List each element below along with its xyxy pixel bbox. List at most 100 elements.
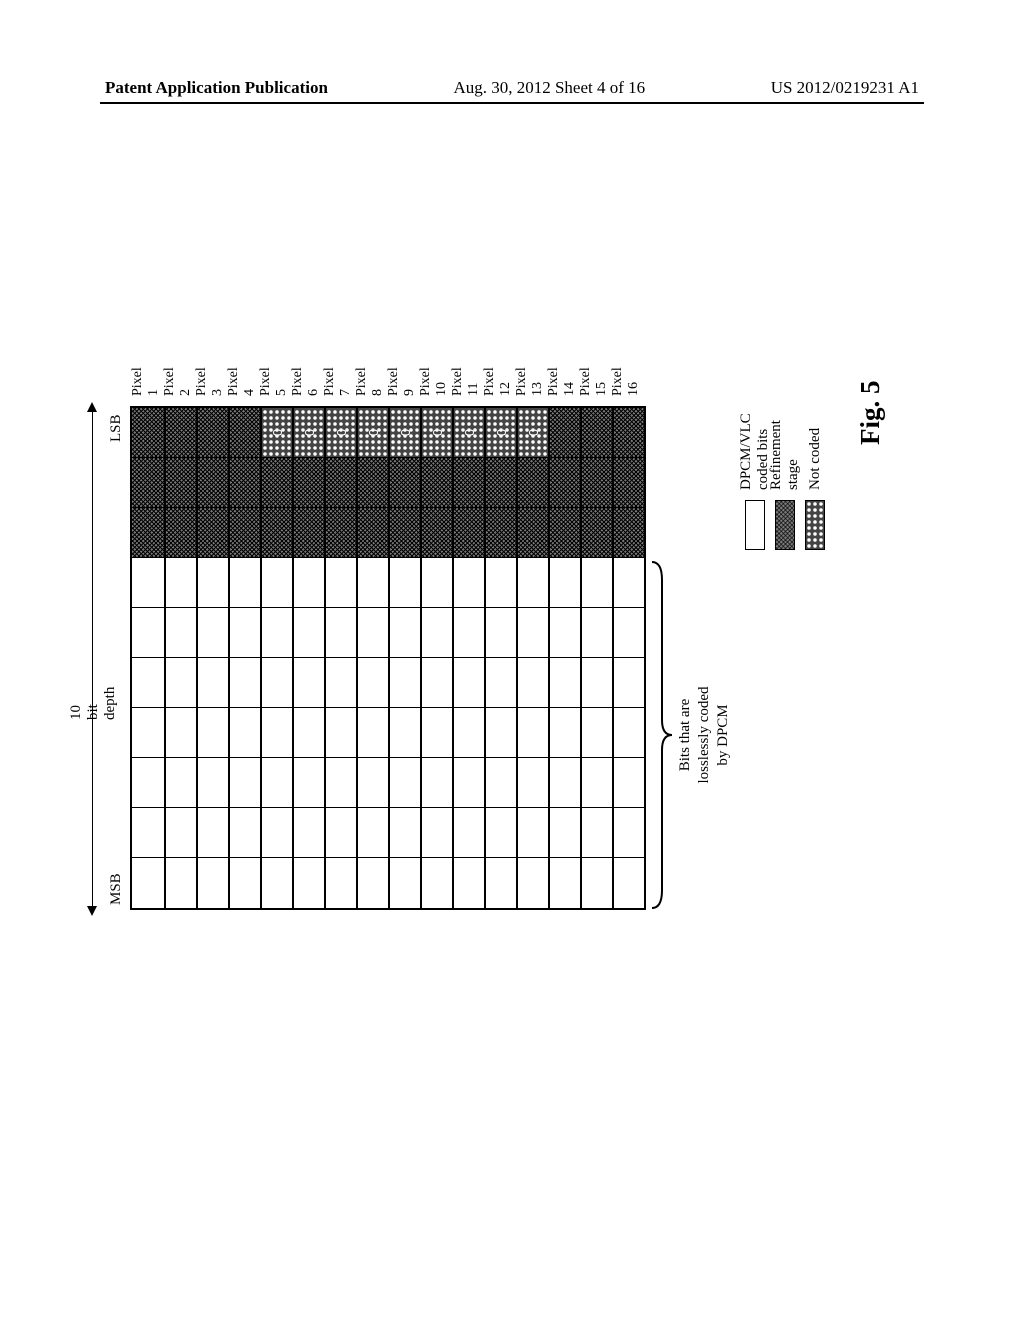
bit-cell — [390, 508, 420, 558]
bit-cell — [614, 858, 644, 908]
header-rule — [100, 102, 924, 104]
header-center: Aug. 30, 2012 Sheet 4 of 16 — [453, 78, 645, 98]
bit-cell — [132, 658, 164, 708]
bit-cell — [166, 408, 196, 458]
bit-cell — [358, 608, 388, 658]
bit-cell — [294, 658, 324, 708]
bit-cell — [198, 658, 228, 708]
bit-cell — [582, 408, 612, 458]
bit-cell — [294, 508, 324, 558]
bit-cell — [486, 658, 516, 708]
bit-cell — [582, 458, 612, 508]
bit-cell — [550, 758, 580, 808]
bit-cell — [582, 508, 612, 558]
bit-cell — [262, 708, 292, 758]
bit-cell — [614, 408, 644, 458]
bit-cell — [132, 408, 164, 458]
header-right: US 2012/0219231 A1 — [771, 78, 919, 98]
notcoded-value: 0 — [262, 408, 292, 457]
bit-cell — [262, 858, 292, 908]
pixel-row: 0 — [388, 408, 420, 908]
notcoded-value: 0 — [326, 408, 356, 457]
bit-cell — [390, 708, 420, 758]
legend-label: Refinement stage — [768, 413, 802, 490]
pixel-label: Pixel 6 — [290, 367, 322, 402]
bitdepth-label: 10 bit depth — [68, 687, 119, 720]
bit-cell — [294, 858, 324, 908]
bit-cell: 0 — [422, 408, 452, 458]
bit-cell — [230, 808, 260, 858]
bit-cell — [614, 708, 644, 758]
bit-cell — [614, 658, 644, 708]
pixel-row — [164, 408, 196, 908]
legend-label: Not coded — [807, 428, 824, 490]
bit-cell: 0 — [294, 408, 324, 458]
pixel-row — [612, 408, 644, 908]
bit-cell — [422, 758, 452, 808]
bit-cell — [422, 458, 452, 508]
bit-cell — [358, 558, 388, 608]
bit-cell — [294, 808, 324, 858]
bit-cell — [358, 708, 388, 758]
bit-grid: 000000000 — [130, 406, 646, 910]
legend-swatch — [745, 500, 765, 550]
bit-cell — [198, 508, 228, 558]
bit-cell: 0 — [326, 408, 356, 458]
pixel-label: Pixel 1 — [130, 367, 162, 402]
pixel-row — [196, 408, 228, 908]
bit-cell — [262, 658, 292, 708]
brace-label-line: Bits that are — [676, 560, 695, 910]
bit-cell — [518, 608, 548, 658]
bit-cell — [230, 658, 260, 708]
bit-cell — [422, 608, 452, 658]
brace-shape — [650, 560, 674, 910]
bit-cell — [614, 558, 644, 608]
bit-cell: 0 — [358, 408, 388, 458]
bit-cell — [614, 458, 644, 508]
bit-cell — [390, 758, 420, 808]
bit-cell — [550, 558, 580, 608]
bit-cell — [486, 608, 516, 658]
bit-cell — [132, 558, 164, 608]
bitdepth-arrow-right — [87, 402, 97, 412]
notcoded-value: 0 — [358, 408, 388, 457]
pixel-label: Pixel 4 — [226, 367, 258, 402]
pixel-label: Pixel 13 — [514, 367, 546, 402]
bit-cell — [198, 558, 228, 608]
brace-label-line: losslessly coded — [695, 560, 714, 910]
brace-label: Bits that arelosslessly codedby DPCM — [676, 560, 732, 910]
bit-cell — [198, 608, 228, 658]
bit-cell — [390, 658, 420, 708]
bit-cell — [230, 758, 260, 808]
pixel-label: Pixel 2 — [162, 367, 194, 402]
bit-cell — [518, 658, 548, 708]
bit-cell — [422, 658, 452, 708]
figure-area: 10 bit depth MSB LSB 000000000 Pixel 1Pi… — [100, 160, 924, 1220]
bit-cell — [454, 458, 484, 508]
bit-cell — [230, 458, 260, 508]
bit-cell — [132, 608, 164, 658]
notcoded-value: 0 — [454, 408, 484, 457]
pixel-label: Pixel 8 — [354, 367, 386, 402]
bit-cell — [454, 708, 484, 758]
bit-cell — [326, 658, 356, 708]
bit-cell — [198, 458, 228, 508]
pixel-label: Pixel 15 — [578, 367, 610, 402]
pixel-label: Pixel 16 — [610, 367, 642, 402]
pixel-row — [132, 408, 164, 908]
notcoded-value: 0 — [294, 408, 324, 457]
bit-cell — [230, 558, 260, 608]
legend: DPCM/VLC coded bitsRefinement stageNot c… — [740, 413, 830, 550]
bit-cell — [198, 708, 228, 758]
pixel-label: Pixel 12 — [482, 367, 514, 402]
bit-cell — [550, 608, 580, 658]
bit-cell — [582, 858, 612, 908]
bit-cell — [166, 858, 196, 908]
bit-cell — [486, 858, 516, 908]
pixel-label: Pixel 9 — [386, 367, 418, 402]
page-header: Patent Application Publication Aug. 30, … — [0, 78, 1024, 98]
pixel-label: Pixel 10 — [418, 367, 450, 402]
bit-cell — [486, 808, 516, 858]
bit-cell — [614, 808, 644, 858]
bit-cell — [166, 508, 196, 558]
